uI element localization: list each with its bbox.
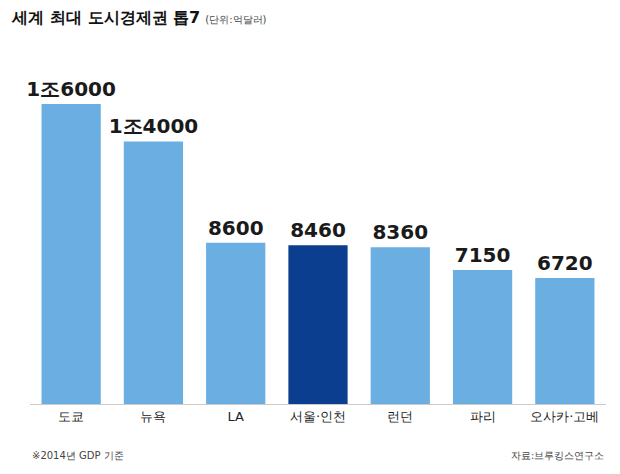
svg-text:1조4000: 1조4000 xyxy=(109,114,199,138)
svg-text:오사카·고베: 오사카·고베 xyxy=(530,409,599,424)
svg-text:세계 최대 도시경제권 톱7 (단위:억달러): 세계 최대 도시경제권 톱7 (단위:억달러) xyxy=(11,8,266,27)
svg-text:8360: 8360 xyxy=(372,220,428,244)
svg-text:8460: 8460 xyxy=(290,218,346,242)
svg-text:런던: 런던 xyxy=(387,409,413,424)
svg-text:8600: 8600 xyxy=(208,216,264,240)
svg-text:뉴욕: 뉴욕 xyxy=(140,409,166,424)
svg-text:6720: 6720 xyxy=(537,251,593,275)
svg-text:자료:브루킹스연구소: 자료:브루킹스연구소 xyxy=(511,450,604,461)
svg-text:1조6000: 1조6000 xyxy=(26,77,116,101)
svg-text:도쿄: 도쿄 xyxy=(58,409,84,424)
svg-text:서울·인천: 서울·인천 xyxy=(290,409,346,424)
svg-text:파리: 파리 xyxy=(470,409,496,424)
svg-text:7150: 7150 xyxy=(455,243,511,267)
svg-text:LA: LA xyxy=(227,409,244,424)
svg-text:※2014년 GDP 기준: ※2014년 GDP 기준 xyxy=(32,450,124,461)
